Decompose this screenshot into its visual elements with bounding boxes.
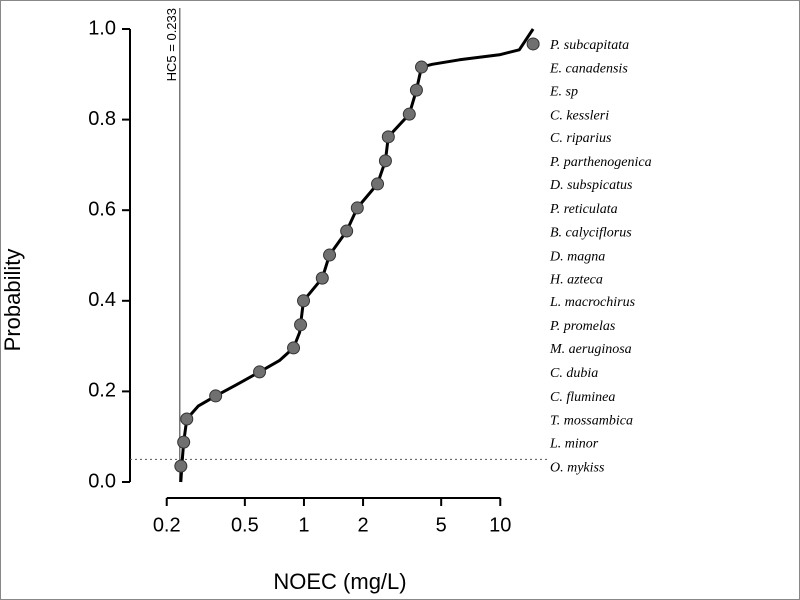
data-point <box>294 318 308 332</box>
species-label: L. minor <box>549 436 599 451</box>
species-label: E. sp <box>549 84 578 99</box>
x-tick-label: 0.2 <box>153 514 181 536</box>
species-label: P. parthenogenica <box>549 155 652 170</box>
y-tick-label: 0.2 <box>88 380 116 402</box>
species-label: O. mykiss <box>550 460 605 475</box>
species-label: C. dubia <box>550 366 598 381</box>
data-point <box>177 435 191 449</box>
species-label: L. macrochirus <box>549 295 636 310</box>
species-label: E. canadensis <box>549 61 628 76</box>
data-point <box>409 83 423 97</box>
species-label: M. aeruginosa <box>549 342 632 357</box>
data-point <box>174 459 188 473</box>
y-tick-label: 0.4 <box>88 289 116 311</box>
data-point <box>526 37 540 51</box>
species-label: C. riparius <box>550 131 612 146</box>
species-label: T. mossambica <box>550 413 633 428</box>
x-tick-label: 2 <box>357 514 368 536</box>
species-label: P. reticulata <box>549 202 618 217</box>
x-tick-label: 0.5 <box>231 514 259 536</box>
data-point <box>378 154 392 168</box>
species-label: B. calyciflorus <box>550 225 632 240</box>
species-label: P. promelas <box>549 319 616 334</box>
x-tick-label: 1 <box>298 514 309 536</box>
x-axis-label: NOEC (mg/L) <box>273 569 406 594</box>
hc5-label: HC5 = 0.233 <box>164 8 179 81</box>
data-point <box>350 201 364 215</box>
data-point <box>209 389 223 403</box>
x-tick-label: 10 <box>489 514 511 536</box>
data-point <box>323 248 337 262</box>
data-point <box>253 365 267 379</box>
y-tick-label: 0.0 <box>88 470 116 492</box>
species-label: C. fluminea <box>550 390 615 405</box>
species-label: D. subspicatus <box>549 178 633 193</box>
species-label: P. subcapitata <box>549 38 629 53</box>
data-point <box>402 107 416 121</box>
y-axis-label: Probability <box>0 249 25 352</box>
species-label: H. azteca <box>549 272 603 287</box>
data-point <box>371 177 385 191</box>
y-tick-label: 0.6 <box>88 198 116 220</box>
y-tick-label: 0.8 <box>88 108 116 130</box>
species-label: C. kessleri <box>550 108 609 123</box>
data-point <box>297 294 311 308</box>
data-point <box>315 271 329 285</box>
y-tick-label: 1.0 <box>88 17 116 39</box>
data-point <box>415 60 429 74</box>
x-tick-label: 5 <box>436 514 447 536</box>
species-label: D. magna <box>549 249 605 264</box>
data-point <box>180 412 194 426</box>
data-point <box>287 341 301 355</box>
data-point <box>340 224 354 238</box>
data-point <box>381 130 395 144</box>
